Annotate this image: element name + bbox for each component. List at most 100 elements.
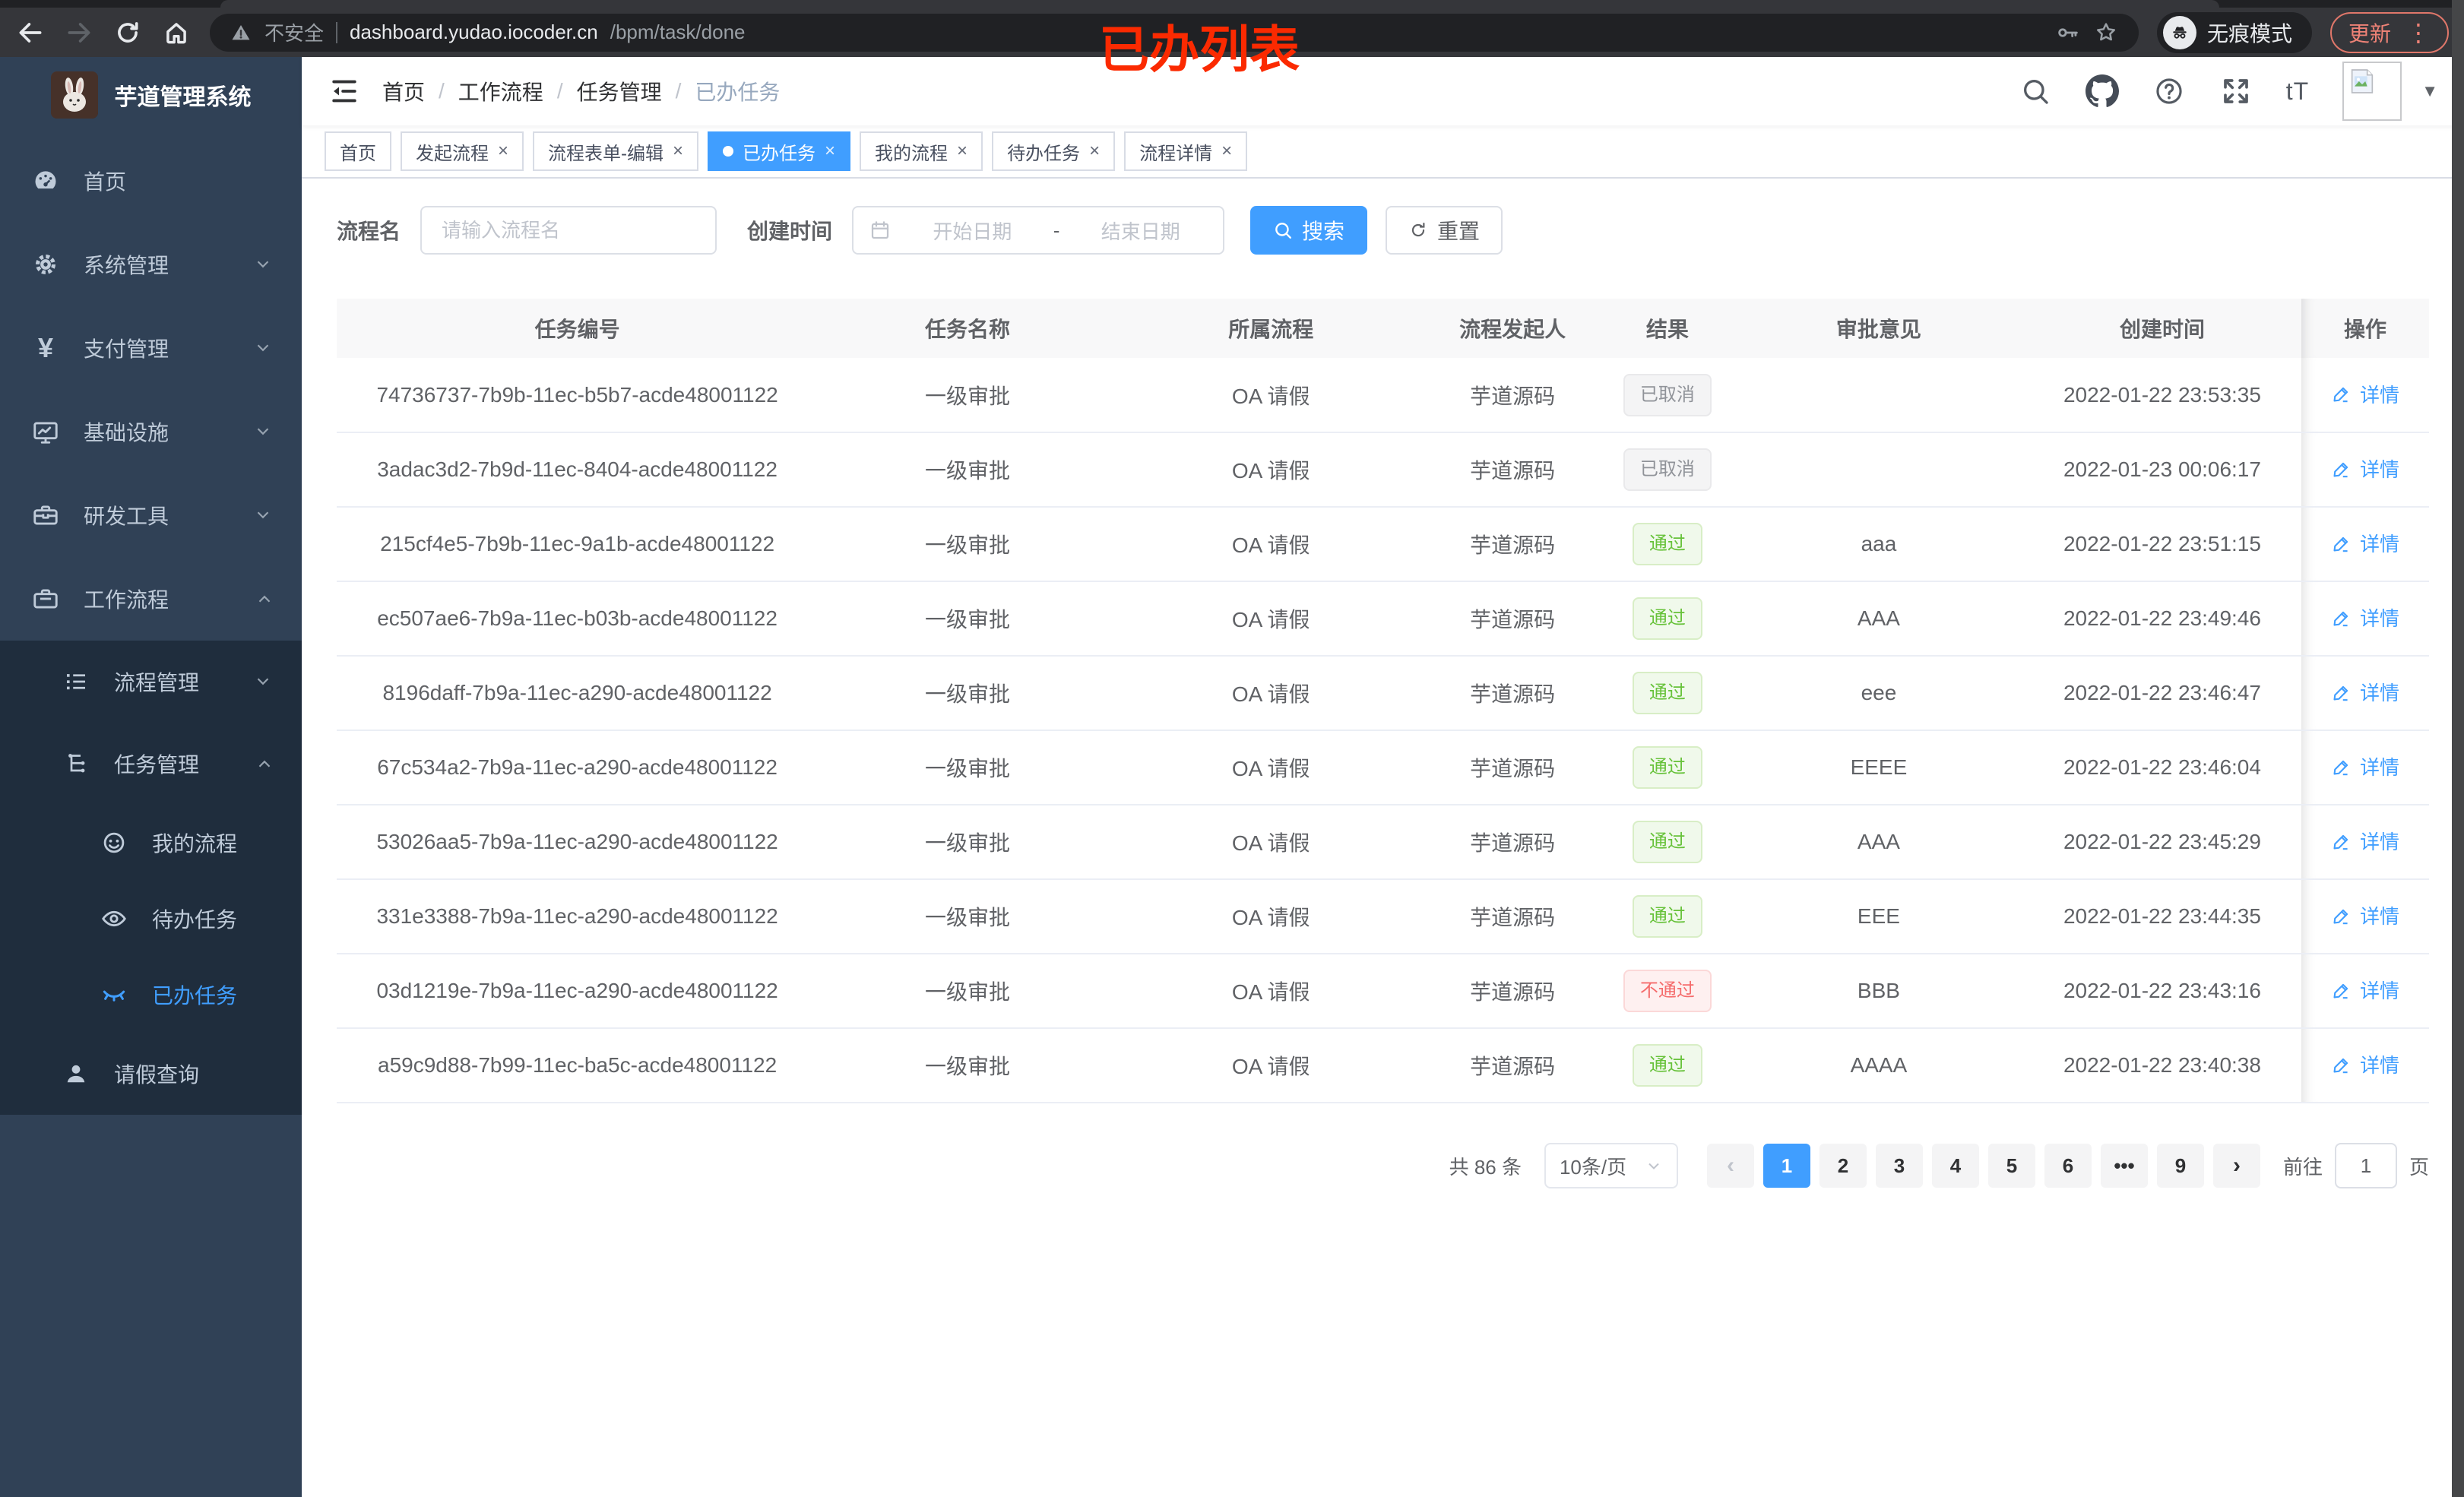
sidebar-item-todo-tasks[interactable]: 待办任务	[0, 881, 302, 957]
tab-todo-tasks[interactable]: 待办任务 ×	[992, 131, 1116, 171]
column-header: 流程发起人	[1424, 299, 1601, 358]
reset-button[interactable]: 重置	[1386, 206, 1503, 255]
detail-link[interactable]: 详情	[2331, 529, 2399, 557]
back-icon[interactable]	[15, 17, 46, 48]
search-icon[interactable]	[2019, 74, 2052, 108]
forward-icon[interactable]	[64, 17, 94, 48]
page-button-1[interactable]: 1	[1762, 1144, 1810, 1188]
sidebar-item-label: 任务管理	[114, 753, 200, 777]
sidebar-item-infrastructure[interactable]: 基础设施	[0, 390, 302, 473]
breadcrumb-separator: /	[439, 79, 445, 103]
cell-process: OA 请假	[1116, 879, 1425, 954]
avatar[interactable]	[2342, 62, 2402, 121]
close-icon[interactable]: ×	[957, 141, 968, 161]
sidebar-item-done-tasks[interactable]: 已办任务	[0, 957, 302, 1033]
tab-form-edit[interactable]: 流程表单-编辑 ×	[533, 131, 699, 171]
detail-link[interactable]: 详情	[2331, 976, 2399, 1004]
page-button-3[interactable]: 3	[1875, 1144, 1923, 1188]
sidebar-item-system-mgmt[interactable]: 系统管理	[0, 223, 302, 306]
chrome-menu-icon[interactable]: ⋮	[2406, 18, 2431, 46]
briefcase-icon	[30, 584, 61, 614]
cell-comment: AAA	[1734, 805, 2023, 880]
detail-link[interactable]: 详情	[2331, 380, 2399, 408]
goto-page-input[interactable]	[2334, 1143, 2397, 1188]
sidebar-item-home[interactable]: 首页	[0, 139, 302, 223]
sidebar-item-label: 系统管理	[84, 254, 169, 277]
tab-label: 流程表单-编辑	[548, 143, 664, 164]
page-button-6[interactable]: 6	[2044, 1144, 2092, 1188]
close-icon[interactable]: ×	[1089, 141, 1101, 161]
page-button-9[interactable]: 9	[2156, 1144, 2204, 1188]
close-icon[interactable]: ×	[498, 141, 509, 161]
page-button-2[interactable]: 2	[1819, 1144, 1867, 1188]
chevron-down-icon	[253, 671, 274, 692]
detail-link-label: 详情	[2360, 1054, 2400, 1078]
breadcrumb-item[interactable]: 首页	[382, 81, 426, 104]
tab-my-process[interactable]: 我的流程 ×	[860, 131, 983, 171]
sidebar-item-workflow[interactable]: 工作流程	[0, 557, 302, 641]
sidebar-item-my-process[interactable]: 我的流程	[0, 805, 302, 881]
update-button[interactable]: 更新 ⋮	[2329, 11, 2449, 53]
cell-result: 通过	[1600, 879, 1734, 954]
search-button[interactable]: 搜索	[1250, 206, 1368, 255]
close-icon[interactable]: ×	[673, 141, 684, 161]
status-badge: 已取消	[1623, 373, 1712, 416]
reload-icon[interactable]	[112, 17, 143, 48]
prev-page-button[interactable]: ‹	[1706, 1144, 1754, 1188]
detail-link[interactable]: 详情	[2331, 752, 2399, 780]
tab-process-detail[interactable]: 流程详情 ×	[1124, 131, 1248, 171]
cell-result: 不通过	[1600, 954, 1734, 1029]
detail-link[interactable]: 详情	[2331, 603, 2399, 631]
detail-link[interactable]: 详情	[2331, 901, 2399, 929]
close-icon[interactable]: ×	[825, 141, 836, 161]
breadcrumb-item[interactable]: 任务管理	[576, 81, 662, 104]
detail-link[interactable]: 详情	[2331, 454, 2399, 483]
chevron-up-icon	[253, 588, 274, 609]
process-name-input[interactable]	[420, 206, 717, 255]
tab-done-tasks[interactable]: 已办任务 ×	[708, 131, 851, 171]
sidebar-logo[interactable]: 芋道管理系统	[0, 57, 302, 133]
detail-link[interactable]: 详情	[2331, 1050, 2399, 1078]
more-pages-button[interactable]: •••	[2100, 1144, 2148, 1188]
cell-result: 通过	[1600, 656, 1734, 731]
cell-task-id: 03d1219e-7b9a-11ec-a290-acde48001122	[337, 954, 819, 1029]
fullscreen-icon[interactable]	[2219, 74, 2253, 108]
font-size-icon[interactable]: tT	[2285, 77, 2310, 105]
app-frame: 芋道管理系统 首页 系统管理 ¥ 支付管理 基础设施 研发工具 工作流程 流程管理 任务管理 我的…	[0, 57, 2464, 1497]
help-icon[interactable]	[2152, 74, 2186, 108]
tab-start-process[interactable]: 发起流程 ×	[401, 131, 524, 171]
date-range-picker[interactable]: 开始日期 - 结束日期	[852, 206, 1225, 255]
detail-link[interactable]: 详情	[2331, 827, 2399, 855]
chevron-down-icon[interactable]: ▼	[2421, 81, 2438, 100]
page-size-select[interactable]: 10条/页	[1544, 1143, 1678, 1188]
sidebar-item-leave-query[interactable]: 请假查询	[0, 1033, 302, 1115]
next-page-button[interactable]: ›	[2212, 1144, 2260, 1188]
browser-tab[interactable]	[220, 0, 2219, 8]
gear-icon	[30, 249, 61, 280]
close-icon[interactable]: ×	[1221, 141, 1233, 161]
tab-home[interactable]: 首页	[325, 131, 391, 171]
security-label: 不安全	[264, 22, 325, 45]
sidebar-item-payment-mgmt[interactable]: ¥ 支付管理	[0, 306, 302, 390]
cell-starter: 芋道源码	[1424, 358, 1601, 433]
key-icon[interactable]	[2055, 20, 2081, 46]
sidebar-item-label: 工作流程	[84, 588, 169, 612]
sidebar-item-task-mgmt[interactable]: 任务管理	[0, 723, 302, 805]
table-row: 67c534a2-7b9a-11ec-a290-acde48001122 一级审批…	[337, 730, 2429, 805]
page-button-4[interactable]: 4	[1931, 1144, 1979, 1188]
url-bar[interactable]: 不安全 dashboard.yudao.iocoder.cn/bpm/task/…	[210, 13, 2139, 52]
page-button-5[interactable]: 5	[1987, 1144, 2035, 1188]
page-scrollbar[interactable]	[2452, 0, 2464, 1497]
home-icon[interactable]	[161, 17, 192, 48]
edit-icon	[2331, 458, 2352, 479]
detail-link[interactable]: 详情	[2331, 678, 2399, 706]
cell-comment: eee	[1734, 656, 2023, 731]
sidebar-item-process-mgmt[interactable]: 流程管理	[0, 641, 302, 723]
fold-menu-icon[interactable]	[328, 74, 361, 108]
bookmark-star-icon[interactable]	[2093, 20, 2119, 46]
breadcrumb-item[interactable]: 工作流程	[458, 81, 543, 104]
github-icon[interactable]	[2085, 74, 2119, 108]
sidebar-item-dev-tools[interactable]: 研发工具	[0, 473, 302, 557]
cell-actions: 详情	[2301, 507, 2429, 582]
